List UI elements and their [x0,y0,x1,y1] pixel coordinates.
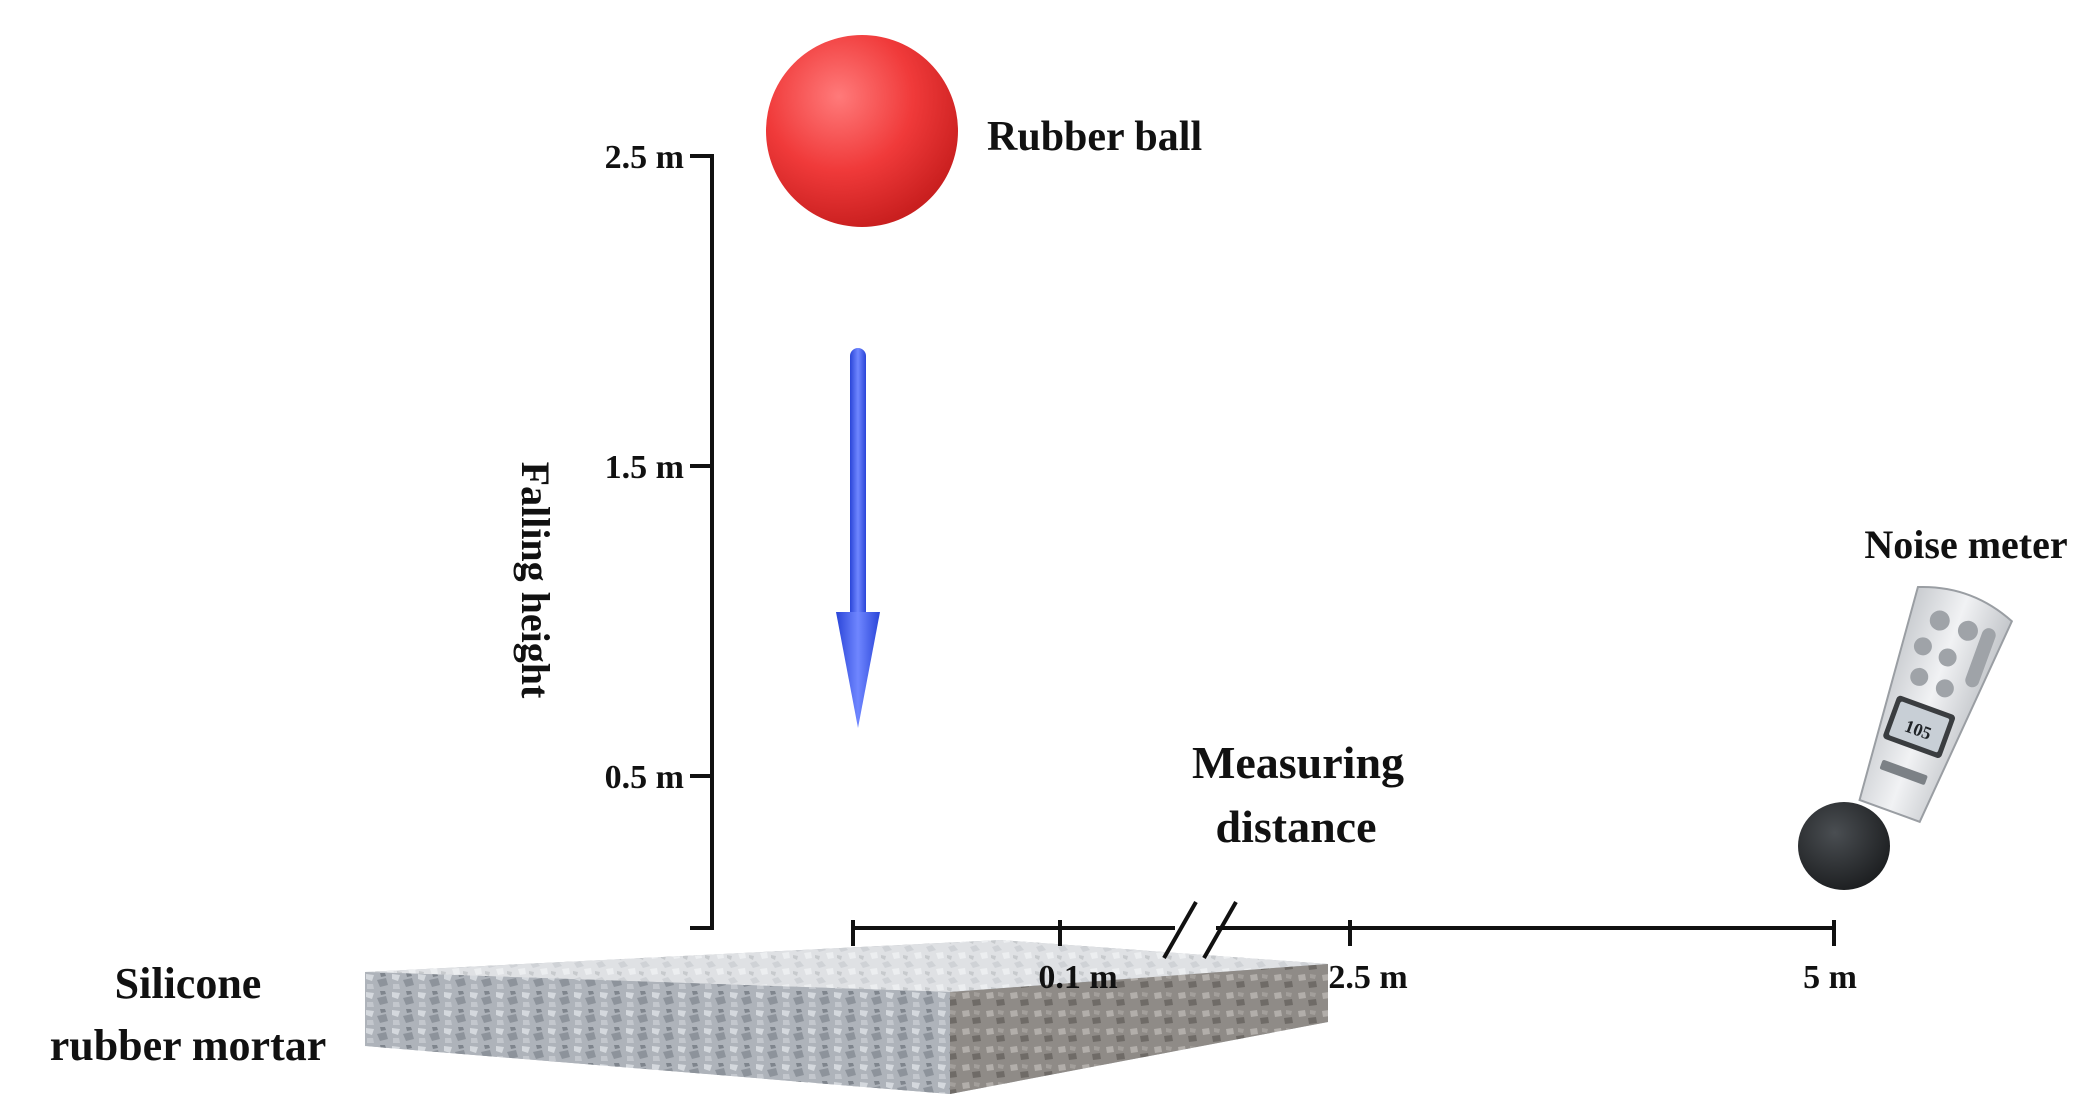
distance-tick-label: 2.5 m [1328,959,1407,996]
rubber-ball-label: Rubber ball [987,114,1202,160]
down-arrow-icon [836,612,880,728]
distance-tick-label: 5 m [1803,959,1857,996]
axis-break-mark [1162,901,1198,959]
noise-meter-label: Noise meter [1864,522,2067,567]
distance-tick-label: 0.1 m [1038,959,1117,996]
rubber-ball: Rubber ball [766,35,1202,227]
sound-level-meter-icon: 105 [1858,586,2014,824]
height-tick-label: 2.5 m [605,139,684,176]
height-tick-label: 1.5 m [605,449,684,486]
measuring-distance-label-line2: distance [1216,801,1377,852]
specimen-slab: Silicone rubber mortar [50,940,1328,1094]
measuring-distance-label-line1: Measuring [1192,737,1404,788]
specimen-label-line1: Silicone [115,959,262,1008]
falling-height-label: Falling height [513,462,558,699]
noise-meter: Noise meter 105 [1798,522,2068,890]
ball-icon [766,35,958,227]
specimen-label-line2: rubber mortar [50,1021,327,1070]
height-axis: 2.5 m 1.5 m 0.5 m Falling height [513,139,714,930]
distance-axis: 0.1 m 2.5 m 5 m Measuring distance [851,737,1857,996]
falling-arrow [836,348,880,728]
microphone-icon [1798,802,1890,890]
axis-break-mark [1202,901,1238,959]
height-tick-label: 0.5 m [605,759,684,796]
arrow-shaft [850,348,866,630]
